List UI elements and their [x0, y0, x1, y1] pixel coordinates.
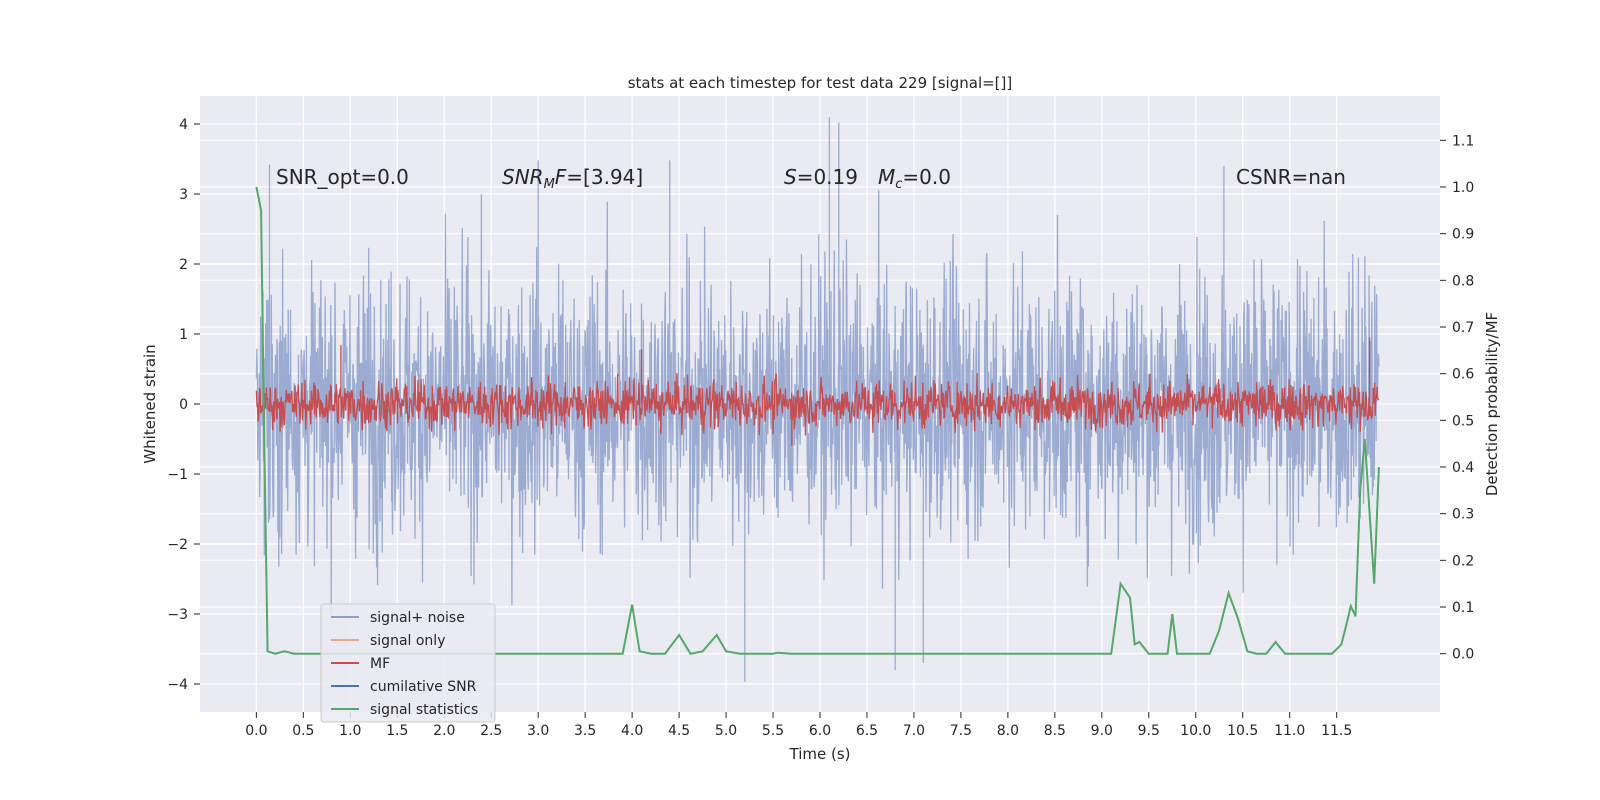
- y2-tick-label: 0.8: [1452, 273, 1474, 289]
- y2-tick-label: 1.1: [1452, 133, 1474, 149]
- signal-noise-line: [255, 117, 1380, 682]
- chart-title: stats at each timestep for test data 229…: [628, 74, 1013, 92]
- x-tick-label: 9.5: [1138, 723, 1160, 739]
- mf-line: [255, 337, 1380, 446]
- legend-label-signal-noise: signal+ noise: [370, 610, 465, 626]
- x-tick-label: 5.5: [762, 723, 784, 739]
- annotation-csnr: CSNR=nan: [1236, 165, 1346, 189]
- x-tick-label: 4.0: [621, 723, 643, 739]
- y2-tick-label: 1.0: [1452, 180, 1474, 196]
- x-tick-label: 6.0: [809, 723, 831, 739]
- y2-axis-label: Detection probability/MF: [1483, 312, 1501, 496]
- legend-label-mf: MF: [370, 656, 390, 672]
- x-tick-label: 1.5: [386, 723, 408, 739]
- y2-axis-ticks: 1.1 1.0 0.9 0.8 0.7 0.6 0.5 0.4 0.3 0.2 0.1 0.0: [1440, 133, 1474, 663]
- mf-series: [255, 337, 1380, 446]
- legend-box: [320, 603, 496, 723]
- x-tick-label: 9.0: [1091, 723, 1113, 739]
- y-tick-label: 3: [179, 187, 188, 203]
- y-tick-label: −4: [167, 677, 188, 693]
- x-tick-label: 7.5: [950, 723, 972, 739]
- legend: signal+ noise signal only MF cumilative …: [320, 603, 496, 723]
- x-tick-label: 0.0: [245, 723, 267, 739]
- x-tick-label: 3.5: [574, 723, 596, 739]
- y2-tick-label: 0.0: [1452, 647, 1474, 663]
- x-tick-label: 8.0: [997, 723, 1019, 739]
- y2-tick-label: 0.7: [1452, 320, 1474, 336]
- annotation-snr-opt: SNR_opt=0.0: [276, 165, 409, 189]
- y2-tick-label: 0.6: [1452, 367, 1474, 383]
- y-tick-label: 0: [179, 397, 188, 413]
- legend-label-signal-only: signal only: [370, 633, 445, 649]
- annotation-snr-mf: SNRMF=[3.94]: [502, 165, 643, 192]
- y-axis-label: Whitened strain: [141, 344, 159, 463]
- x-tick-label: 3.0: [527, 723, 549, 739]
- y-tick-label: 2: [179, 257, 188, 273]
- x-tick-label: 10.0: [1180, 723, 1211, 739]
- x-tick-label: 0.5: [292, 723, 314, 739]
- x-tick-label: 8.5: [1044, 723, 1066, 739]
- annotation-mc: Mc=0.0: [878, 165, 951, 192]
- y2-tick-label: 0.4: [1452, 460, 1474, 476]
- signal-statistics-line: [255, 186, 1380, 655]
- x-tick-label: 10.5: [1227, 723, 1258, 739]
- x-tick-label: 2.0: [433, 723, 455, 739]
- y-tick-label: −2: [167, 537, 188, 553]
- y-tick-label: 4: [179, 117, 188, 133]
- signal-statistics-series: [255, 186, 1380, 655]
- y2-tick-label: 0.3: [1452, 507, 1474, 523]
- x-axis-label: Time (s): [789, 745, 851, 763]
- y2-tick-label: 0.5: [1452, 413, 1474, 429]
- x-tick-label: 11.5: [1321, 723, 1352, 739]
- x-tick-label: 6.5: [856, 723, 878, 739]
- y-axis-ticks: 4 3 2 1 0 −1 −2 −3 −4: [167, 117, 200, 693]
- x-tick-label: 1.0: [339, 723, 361, 739]
- x-tick-label: 4.5: [668, 723, 690, 739]
- legend-label-signal-statistics: signal statistics: [370, 702, 478, 718]
- signal-noise-series: [255, 117, 1380, 682]
- y2-tick-label: 0.2: [1452, 553, 1474, 569]
- legend-label-cumulative-snr: cumilative SNR: [370, 679, 477, 695]
- x-tick-label: 11.0: [1274, 723, 1305, 739]
- y-tick-label: −3: [167, 607, 188, 623]
- x-axis-ticks: 0.0 0.5 1.0 1.5 2.0 2.5 3.0 3.5 4.0 4.5 5.0 5.5 6.0 6…: [245, 712, 1352, 739]
- y-tick-label: 1: [179, 327, 188, 343]
- x-tick-label: 2.5: [480, 723, 502, 739]
- y2-tick-label: 0.9: [1452, 227, 1474, 243]
- annotation-s: S=0.19: [784, 165, 858, 189]
- x-tick-label: 7.0: [903, 723, 925, 739]
- y2-tick-label: 0.1: [1452, 600, 1474, 616]
- y-tick-label: −1: [167, 467, 188, 483]
- x-tick-label: 5.0: [715, 723, 737, 739]
